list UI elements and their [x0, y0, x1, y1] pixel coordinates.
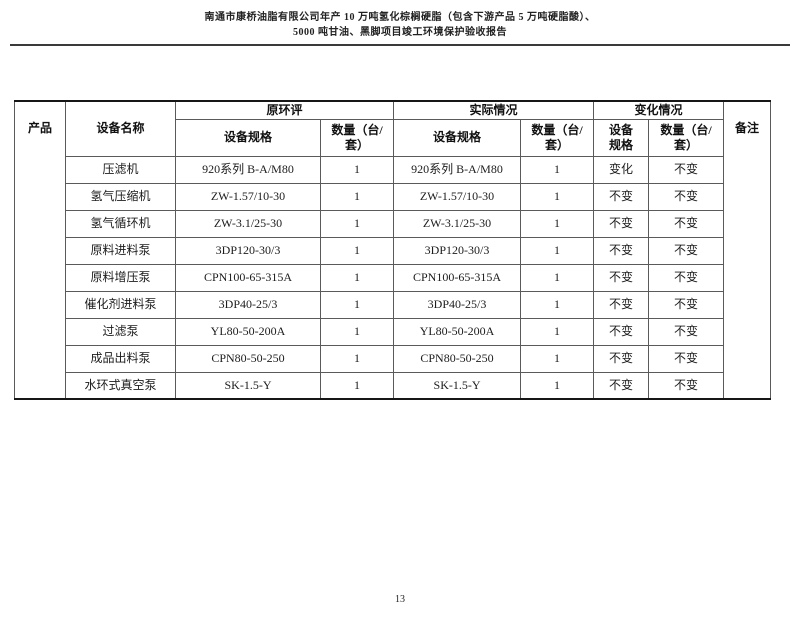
cell-eia-qty: 1 [319, 344, 395, 373]
cell-eia-spec: ZW-3.1/25-30 [175, 209, 321, 238]
cell-equipment-name: 氢气压缩机 [65, 182, 176, 211]
cell-eia-spec: ZW-1.57/10-30 [175, 182, 321, 211]
cell-equipment-name: 成品出料泵 [65, 344, 176, 373]
cell-change-spec: 不变 [593, 209, 650, 238]
cell-actual-spec: 3DP120-30/3 [393, 236, 522, 265]
cell-eia-spec: CPN80-50-250 [175, 344, 321, 373]
cell-eia-spec: 3DP40-25/3 [175, 290, 321, 319]
cell-change-qty: 不变 [648, 344, 725, 373]
cell-change-qty: 不变 [648, 317, 725, 346]
cell-actual-spec: CPN100-65-315A [393, 263, 522, 292]
equipment-change-table: 产品 设备名称 原环评 实际情况 变化情况 备注 设备规格 数量（台/套） 设备… [14, 100, 772, 400]
cell-change-spec: 变化 [593, 155, 650, 184]
cell-actual-qty: 1 [520, 209, 595, 238]
cell-change-spec: 不变 [593, 344, 650, 373]
cell-equipment-name: 原料增压泵 [65, 263, 176, 292]
table-header-row-groups: 产品 设备名称 原环评 实际情况 变化情况 备注 [14, 100, 772, 400]
cell-eia-spec: 3DP120-30/3 [175, 236, 321, 265]
cell-eia-spec: YL80-50-200A [175, 317, 321, 346]
cell-eia-spec: CPN100-65-315A [175, 263, 321, 292]
cell-actual-qty: 1 [520, 371, 595, 400]
cell-actual-qty: 1 [520, 155, 595, 184]
header-actual-spec: 设备规格 [393, 118, 522, 157]
cell-change-spec: 不变 [593, 371, 650, 400]
cell-equipment-name: 催化剂进料泵 [65, 290, 176, 319]
cell-change-spec: 不变 [593, 182, 650, 211]
cell-change-spec: 不变 [593, 317, 650, 346]
table-row: 成品出料泵 CPN80-50-250 1 CPN80-50-250 1 不变 不… [15, 344, 771, 373]
cell-eia-qty: 1 [319, 236, 395, 265]
cell-actual-spec: 3DP40-25/3 [393, 290, 522, 319]
cell-actual-spec: ZW-3.1/25-30 [393, 209, 522, 238]
cell-actual-qty: 1 [520, 317, 595, 346]
table-row: 过滤泵 YL80-50-200A 1 YL80-50-200A 1 不变 不变 [15, 317, 771, 346]
cell-change-qty: 不变 [648, 371, 725, 400]
cell-actual-spec: YL80-50-200A [393, 317, 522, 346]
cell-change-spec: 不变 [593, 236, 650, 265]
cell-actual-spec: ZW-1.57/10-30 [393, 182, 522, 211]
table-row: 原料增压泵 CPN100-65-315A 1 CPN100-65-315A 1 … [15, 263, 771, 292]
cell-actual-spec: CPN80-50-250 [393, 344, 522, 373]
header-eia-qty: 数量（台/套） [319, 118, 395, 157]
header-rule [10, 44, 790, 46]
cell-eia-spec: SK-1.5-Y [175, 371, 321, 400]
cell-eia-qty: 1 [319, 182, 395, 211]
header-group-actual: 实际情况 [393, 100, 595, 120]
table-row: 氢气循环机 ZW-3.1/25-30 1 ZW-3.1/25-30 1 不变 不… [15, 209, 771, 238]
table-row: 原料进料泵 3DP120-30/3 1 3DP120-30/3 1 不变 不变 [15, 236, 771, 265]
header-group-original-eia: 原环评 [174, 100, 395, 120]
cell-eia-spec: 920系列 B-A/M80 [175, 155, 321, 184]
cell-equipment-name: 水环式真空泵 [65, 371, 176, 400]
header-actual-qty: 数量（台/套） [520, 118, 595, 157]
cell-change-qty: 不变 [648, 209, 725, 238]
table-row: 催化剂进料泵 3DP40-25/3 1 3DP40-25/3 1 不变 不变 [15, 290, 771, 319]
header-change-spec: 设备规格 [593, 118, 650, 157]
table-row: 压滤机 920系列 B-A/M80 1 920系列 B-A/M80 1 变化 不… [15, 155, 771, 184]
page-header-line-2: 5000 吨甘油、黑脚项目竣工环境保护验收报告 [293, 27, 507, 38]
cell-change-spec: 不变 [593, 290, 650, 319]
cell-eia-qty: 1 [319, 371, 395, 400]
cell-eia-qty: 1 [319, 155, 395, 184]
cell-eia-qty: 1 [319, 209, 395, 238]
page-header-line-1: 南通市康桥油脂有限公司年产 10 万吨氢化棕榈硬脂（包含下游产品 5 万吨硬脂酸… [204, 12, 596, 23]
cell-eia-qty: 1 [319, 290, 395, 319]
cell-equipment-name: 过滤泵 [65, 317, 176, 346]
cell-change-qty: 不变 [648, 236, 725, 265]
cell-equipment-name: 原料进料泵 [65, 236, 176, 265]
cell-actual-qty: 1 [520, 182, 595, 211]
page-header: 南通市康桥油脂有限公司年产 10 万吨氢化棕榈硬脂（包含下游产品 5 万吨硬脂酸… [0, 10, 800, 40]
cell-actual-qty: 1 [520, 344, 595, 373]
cell-actual-qty: 1 [520, 263, 595, 292]
cell-equipment-name: 氢气循环机 [65, 209, 176, 238]
header-product: 产品 [14, 100, 66, 400]
cell-actual-qty: 1 [520, 236, 595, 265]
table-row: 水环式真空泵 SK-1.5-Y 1 SK-1.5-Y 1 不变 不变 [15, 371, 771, 400]
cell-actual-spec: SK-1.5-Y [393, 371, 522, 400]
table-row: 氢气压缩机 ZW-1.57/10-30 1 ZW-1.57/10-30 1 不变… [15, 182, 771, 211]
cell-change-qty: 不变 [648, 155, 725, 184]
header-eia-spec: 设备规格 [175, 118, 321, 157]
header-remark: 备注 [723, 100, 772, 400]
header-change-qty: 数量（台/套） [648, 118, 725, 157]
cell-eia-qty: 1 [319, 317, 395, 346]
header-equipment-name: 设备名称 [65, 100, 176, 157]
cell-change-qty: 不变 [648, 290, 725, 319]
page-number: 13 [395, 594, 405, 605]
table-header-row-columns: 设备规格 数量（台/套） 设备规格 数量（台/套） 设备规格 数量（台/套） [15, 118, 771, 157]
cell-equipment-name: 压滤机 [65, 155, 176, 184]
cell-change-spec: 不变 [593, 263, 650, 292]
cell-eia-qty: 1 [319, 263, 395, 292]
cell-actual-qty: 1 [520, 290, 595, 319]
cell-change-qty: 不变 [648, 263, 725, 292]
header-group-change: 变化情况 [593, 100, 725, 120]
cell-actual-spec: 920系列 B-A/M80 [393, 155, 522, 184]
cell-change-qty: 不变 [648, 182, 725, 211]
